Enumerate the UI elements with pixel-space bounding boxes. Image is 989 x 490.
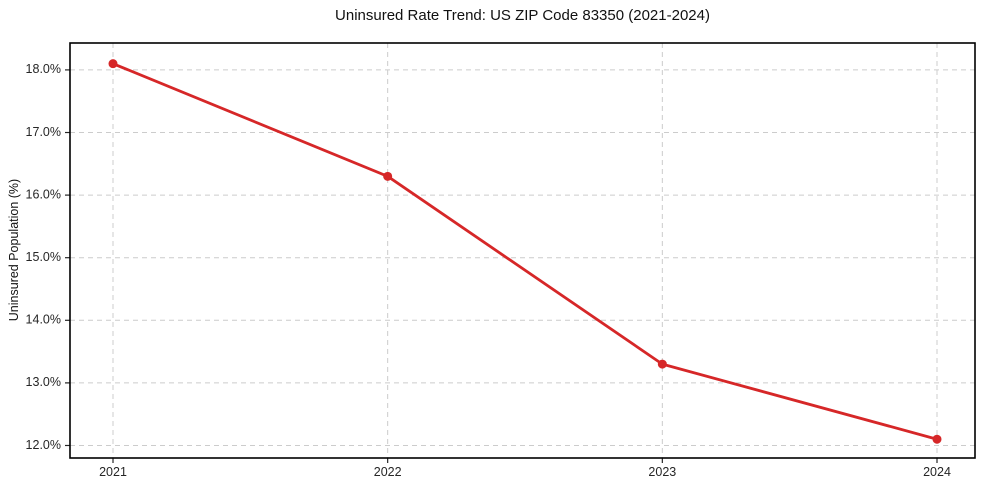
y-tick-label: 12.0%: [26, 438, 61, 452]
plot-border: [69, 42, 976, 459]
y-tick-label: 17.0%: [26, 125, 61, 139]
data-point-marker: [383, 171, 393, 181]
data-point-marker: [932, 434, 942, 444]
x-tick-label: 2024: [923, 465, 951, 479]
x-tick-label: 2021: [99, 465, 127, 479]
y-tick-label: 16.0%: [26, 187, 61, 201]
data-point-marker: [108, 59, 118, 69]
trend-line: [111, 62, 939, 441]
y-tick-label: 13.0%: [26, 375, 61, 389]
y-tick-label: 18.0%: [26, 62, 61, 76]
chart-title: Uninsured Rate Trend: US ZIP Code 83350 …: [335, 7, 710, 24]
x-tick-label: 2022: [374, 465, 402, 479]
y-tick-label: 14.0%: [26, 313, 61, 327]
x-tick-label: 2023: [648, 465, 676, 479]
data-point-marker: [657, 359, 667, 369]
y-tick-label: 15.0%: [26, 250, 61, 264]
